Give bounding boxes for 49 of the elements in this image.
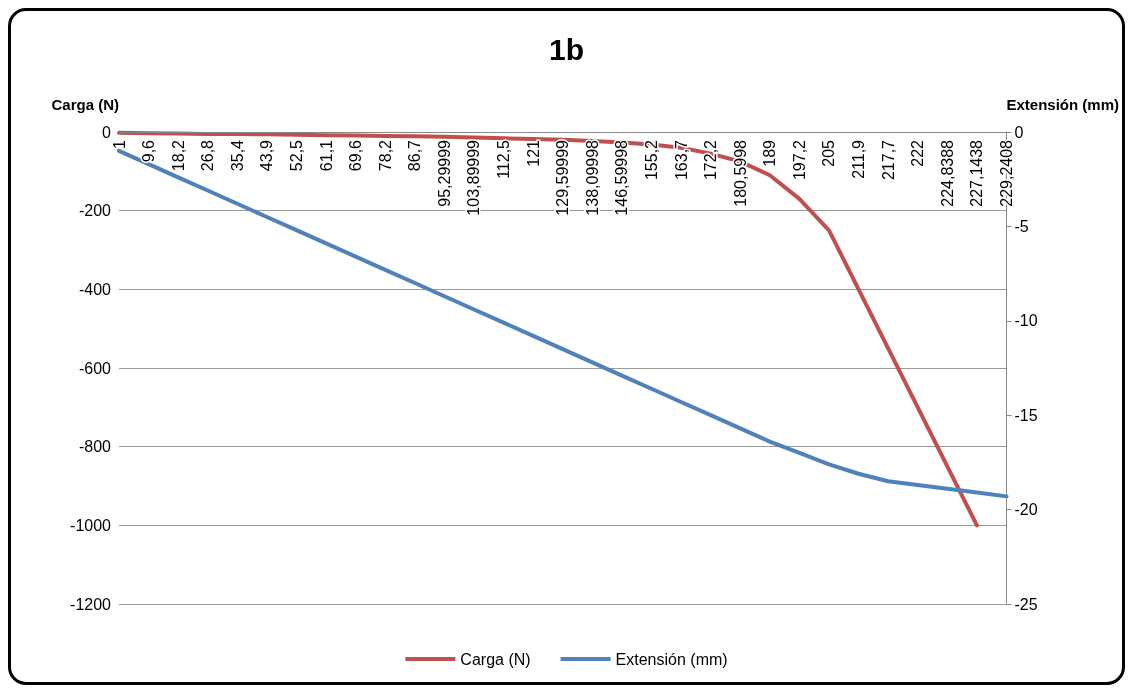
x-tick-label: 172,2 bbox=[702, 139, 720, 181]
x-tick-label: 95,29999 bbox=[435, 139, 453, 207]
chart-title: 1b bbox=[548, 32, 585, 66]
y2-tick-label: 0 bbox=[1014, 123, 1024, 141]
y-axis-title: Carga (N) bbox=[51, 96, 119, 113]
x-tick-label: 146,59998 bbox=[613, 139, 631, 216]
x-tick-label: 163,7 bbox=[672, 139, 690, 181]
x-tick-label: 197,2 bbox=[790, 139, 808, 181]
x-tick-label: 61,1 bbox=[317, 139, 335, 172]
x-tick-label: 205 bbox=[820, 139, 838, 167]
x-tick-label: 1 bbox=[110, 139, 128, 149]
legend-label: Carga (N) bbox=[460, 650, 531, 668]
y-tick-label: -800 bbox=[78, 438, 112, 456]
x-tick-label: 86,7 bbox=[406, 139, 424, 172]
y-tick-label: 0 bbox=[102, 123, 112, 141]
x-tick-label: 180,5998 bbox=[731, 139, 749, 207]
x-tick-label: 129,59999 bbox=[554, 139, 572, 216]
x-tick-label: 26,8 bbox=[199, 139, 217, 172]
y2-tick-label: -5 bbox=[1014, 217, 1029, 235]
x-tick-label: 224,8388 bbox=[938, 139, 956, 207]
x-tick-label: 103,89999 bbox=[465, 139, 483, 216]
x-tick-label: 229,2408 bbox=[997, 139, 1015, 207]
x-tick-label: 9,6 bbox=[140, 139, 158, 163]
x-tick-label: 69,6 bbox=[347, 139, 365, 172]
x-tick-label: 52,5 bbox=[288, 139, 305, 172]
y2-tick-label: -15 bbox=[1014, 406, 1038, 424]
x-tick-label: 138,09998 bbox=[583, 139, 601, 216]
y2-axis-title: Extensión (mm) bbox=[1006, 96, 1119, 113]
x-tick-label: 35,4 bbox=[228, 139, 246, 172]
y-tick-label: -200 bbox=[78, 202, 112, 220]
y-tick-label: -1200 bbox=[70, 595, 112, 613]
y2-tick-label: -10 bbox=[1014, 312, 1038, 330]
legend-label: Extensión (mm) bbox=[615, 650, 728, 668]
x-tick-label: 78,2 bbox=[376, 139, 394, 172]
y2-tick-label: -25 bbox=[1014, 595, 1038, 613]
y-tick-label: -600 bbox=[78, 359, 112, 377]
x-tick-label: 227,1438 bbox=[968, 139, 986, 207]
x-tick-label: 155,2 bbox=[642, 139, 660, 181]
x-tick-label: 112,5 bbox=[495, 139, 513, 179]
x-tick-label: 189 bbox=[761, 139, 779, 167]
x-tick-label: 217,7 bbox=[879, 139, 897, 181]
x-tick-label: 43,9 bbox=[258, 139, 276, 172]
x-tick-label: 222 bbox=[909, 139, 927, 167]
y-tick-label: -1000 bbox=[70, 516, 112, 534]
y2-tick-label: -20 bbox=[1014, 501, 1038, 519]
x-tick-label: 18,2 bbox=[169, 139, 187, 172]
x-tick-label: 211,9 bbox=[850, 139, 868, 179]
x-tick-label: 121 bbox=[524, 139, 542, 167]
y-tick-label: -400 bbox=[78, 280, 112, 298]
